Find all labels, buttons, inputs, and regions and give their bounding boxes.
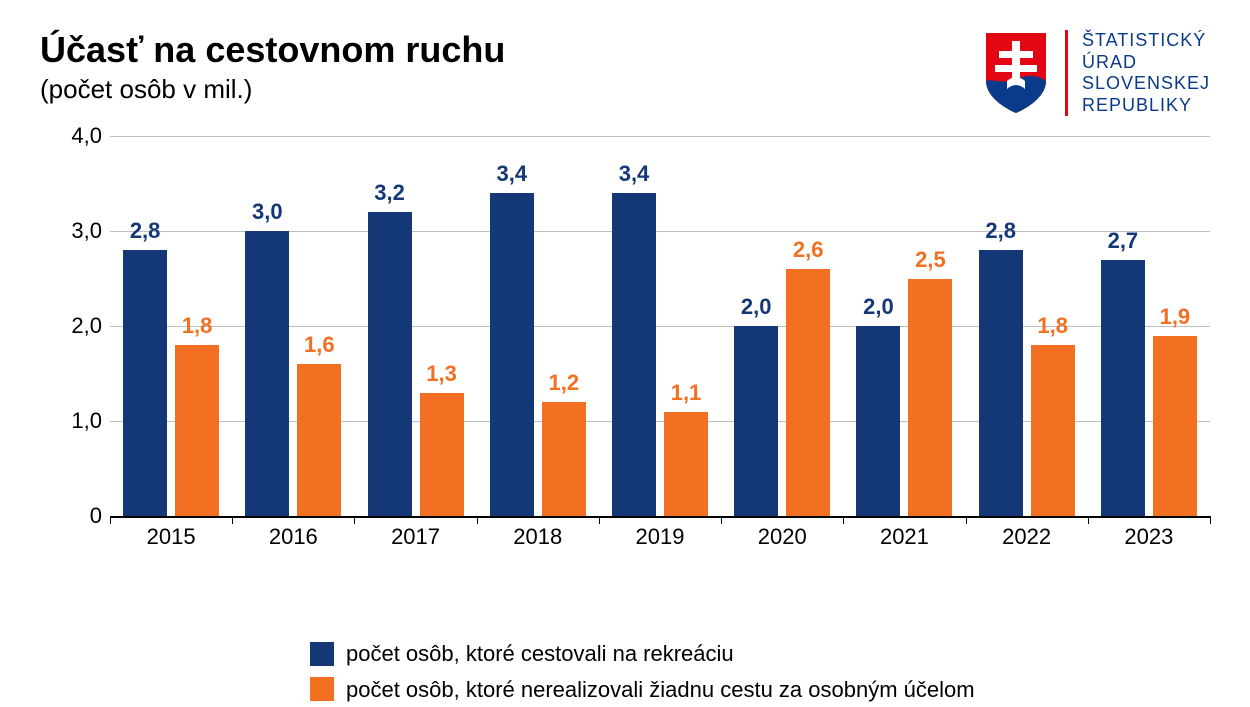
legend-label-2: počet osôb, ktoré nerealizovali žiadnu c… [346, 672, 975, 707]
logo-line-1: ŠTATISTICKÝ [1082, 30, 1210, 52]
bar-value-label: 1,8 [1037, 313, 1068, 339]
legend-item-1: počet osôb, ktoré cestovali na rekreáciu [310, 636, 1210, 671]
chart-container: Účasť na cestovnom ruchu (počet osôb v m… [0, 0, 1250, 701]
bar-value-label: 3,4 [496, 161, 527, 187]
xtick-mark [966, 516, 967, 524]
xtick-mark [477, 516, 478, 524]
bar-value-label: 1,9 [1160, 304, 1191, 330]
xtick-mark [110, 516, 111, 524]
ytick-label: 4,0 [52, 123, 102, 149]
logo-text: ŠTATISTICKÝ ÚRAD SLOVENSKEJ REPUBLIKY [1065, 30, 1210, 116]
xtick-mark [721, 516, 722, 524]
xtick-label: 2017 [391, 524, 440, 550]
bar [297, 364, 341, 516]
legend-label-1: počet osôb, ktoré cestovali na rekreáciu [346, 636, 734, 671]
xtick-label: 2015 [147, 524, 196, 550]
bar [1031, 345, 1075, 516]
bar [490, 193, 534, 516]
logo-line-3: SLOVENSKEJ [1082, 73, 1210, 95]
xtick-label: 2019 [636, 524, 685, 550]
bar [542, 402, 586, 516]
logo-line-2: ÚRAD [1082, 52, 1210, 74]
bar-value-label: 3,2 [374, 180, 405, 206]
xtick-mark [843, 516, 844, 524]
ytick-label: 0 [52, 503, 102, 529]
legend-swatch-icon [310, 642, 334, 666]
ytick-label: 2,0 [52, 313, 102, 339]
bar-value-label: 1,8 [182, 313, 213, 339]
bar-value-label: 3,4 [619, 161, 650, 187]
plot-area: 2,8 1,8 3,0 1,6 3,2 1,3 3,4 1,2 3,4 1,1 2,0 2,6 2,0 2… [110, 136, 1210, 518]
title-block: Účasť na cestovnom ruchu (počet osôb v m… [40, 30, 505, 105]
gridline [110, 136, 1210, 137]
bar-value-label: 2,0 [863, 294, 894, 320]
bar-value-label: 3,0 [252, 199, 283, 225]
bar [420, 393, 464, 517]
bar-value-label: 1,3 [426, 361, 457, 387]
xtick-mark [1210, 516, 1211, 524]
bar-value-label: 1,6 [304, 332, 335, 358]
xtick-mark [354, 516, 355, 524]
bar [1101, 260, 1145, 517]
xtick-label: 2016 [269, 524, 318, 550]
xtick-mark [1088, 516, 1089, 524]
bar [1153, 336, 1197, 517]
ytick-label: 3,0 [52, 218, 102, 244]
xtick-mark [599, 516, 600, 524]
legend: počet osôb, ktoré cestovali na rekreáciu… [310, 636, 1210, 706]
xtick-label: 2021 [880, 524, 929, 550]
bar-value-label: 2,8 [130, 218, 161, 244]
bar [175, 345, 219, 516]
bar-value-label: 2,0 [741, 294, 772, 320]
logo: ŠTATISTICKÝ ÚRAD SLOVENSKEJ REPUBLIKY [981, 30, 1210, 116]
bar [908, 279, 952, 517]
xtick-label: 2018 [513, 524, 562, 550]
bar [368, 212, 412, 516]
chart-title: Účasť na cestovnom ruchu [40, 30, 505, 70]
xtick-mark [232, 516, 233, 524]
bar-value-label: 1,2 [548, 370, 579, 396]
header: Účasť na cestovnom ruchu (počet osôb v m… [40, 30, 1210, 116]
bar [856, 326, 900, 516]
bar-value-label: 2,8 [985, 218, 1016, 244]
bar [123, 250, 167, 516]
bar [612, 193, 656, 516]
legend-swatch-icon [310, 677, 334, 701]
bar [245, 231, 289, 516]
bar [664, 412, 708, 517]
bar [734, 326, 778, 516]
chart-subtitle: (počet osôb v mil.) [40, 74, 505, 105]
bar [979, 250, 1023, 516]
xtick-label: 2020 [758, 524, 807, 550]
ytick-label: 1,0 [52, 408, 102, 434]
bar [786, 269, 830, 516]
bar-value-label: 1,1 [671, 380, 702, 406]
bar-value-label: 2,7 [1108, 228, 1139, 254]
xtick-label: 2023 [1124, 524, 1173, 550]
logo-line-4: REPUBLIKY [1082, 95, 1210, 117]
chart-area: 2,8 1,8 3,0 1,6 3,2 1,3 3,4 1,2 3,4 1,1 2,0 2,6 2,0 2… [40, 136, 1210, 556]
legend-item-2: počet osôb, ktoré nerealizovali žiadnu c… [310, 672, 1210, 707]
bar-value-label: 2,6 [793, 237, 824, 263]
shield-icon [981, 31, 1051, 115]
bar-value-label: 2,5 [915, 247, 946, 273]
xtick-label: 2022 [1002, 524, 1051, 550]
